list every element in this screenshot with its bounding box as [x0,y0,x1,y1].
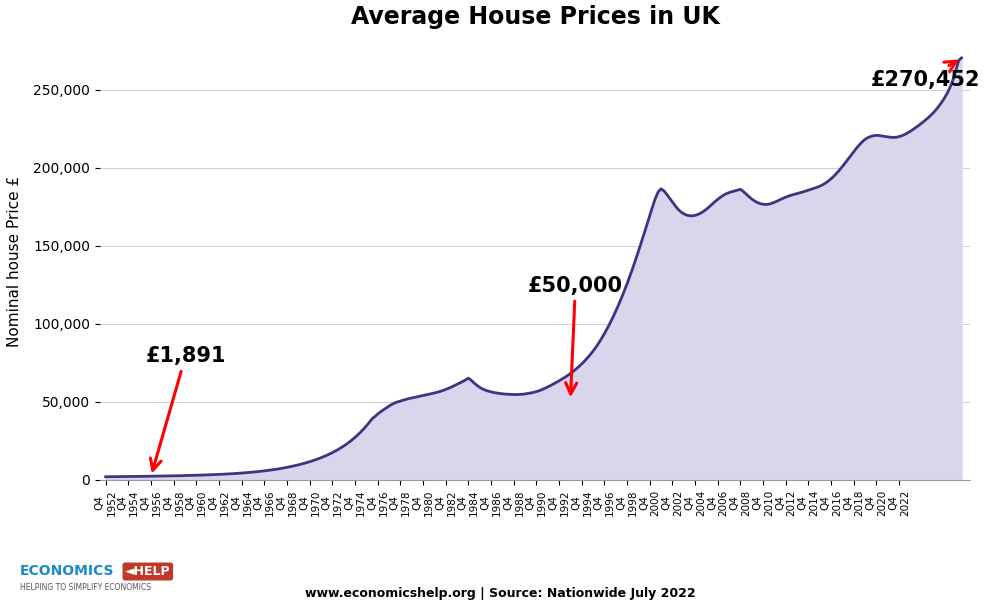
Text: £1,891: £1,891 [145,346,226,470]
Text: £270,452: £270,452 [871,61,980,90]
Text: HELPING TO SIMPLIFY ECONOMICS: HELPING TO SIMPLIFY ECONOMICS [20,584,151,592]
Text: ◄HELP: ◄HELP [125,565,171,578]
Text: ECONOMICS: ECONOMICS [20,564,114,578]
Y-axis label: Nominal house Price £: Nominal house Price £ [7,176,22,347]
Title: Average House Prices in UK: Average House Prices in UK [351,4,719,29]
Text: www.economicshelp.org | Source: Nationwide July 2022: www.economicshelp.org | Source: Nationwi… [305,587,695,600]
Text: £50,000: £50,000 [528,276,623,394]
